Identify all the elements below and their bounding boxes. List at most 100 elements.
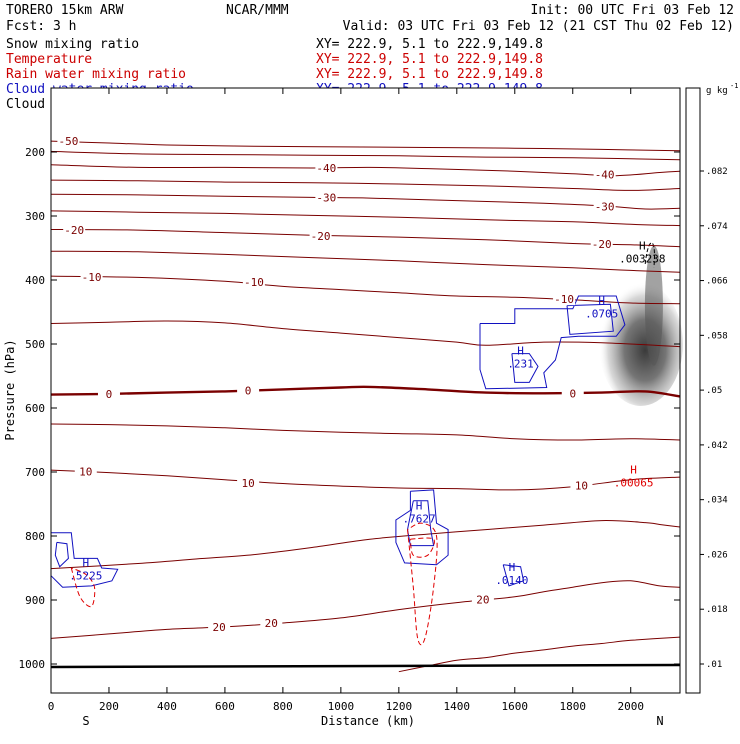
contour-label: -40 xyxy=(316,162,336,175)
contour-label: 20 xyxy=(476,593,489,606)
contour-label-bg xyxy=(97,387,120,400)
rain-contour xyxy=(407,522,438,646)
y-tick-label: 600 xyxy=(25,402,45,415)
temperature-contour xyxy=(398,636,681,673)
contour-label: 10 xyxy=(575,479,588,492)
rain-max-value: .00065 xyxy=(614,477,654,490)
contour-label: -30 xyxy=(316,191,336,204)
x-tick-label: 1200 xyxy=(386,700,413,713)
temperature-contour xyxy=(50,320,681,348)
x-tick-label: 1800 xyxy=(560,700,587,713)
field-name: Temperature xyxy=(6,52,92,67)
temperature-contour xyxy=(50,150,681,161)
cloud-water-max-h: H xyxy=(517,345,524,358)
plot-frame xyxy=(50,87,681,694)
north-label: N xyxy=(656,714,663,728)
ice-contour xyxy=(644,242,655,268)
contour-label: -10 xyxy=(554,293,574,306)
contour-label: 0 xyxy=(569,387,576,400)
cloud-water-max-value: .231 xyxy=(507,358,534,371)
cloud-water-contour xyxy=(54,541,69,568)
y-tick-label: 1000 xyxy=(19,658,46,671)
field-xy-range: XY= 222.9, 5.1 to 222.9,149.8 xyxy=(316,67,543,82)
y-tick-label: 300 xyxy=(25,210,45,223)
temperature-contour xyxy=(50,423,681,441)
ice-shade-column xyxy=(644,245,663,366)
contour-label: 20 xyxy=(265,617,278,630)
rain-max-h: H xyxy=(630,464,637,477)
contour-label-bg xyxy=(57,135,80,148)
temperature-contour xyxy=(50,520,681,570)
x-tick-label: 1600 xyxy=(502,700,529,713)
x-tick-label: 0 xyxy=(48,700,55,713)
contour-label: 20 xyxy=(212,621,225,634)
contour-labels: -50 -40 -40 -30 -30 -20 -20 -20 -10 -10 -10 0 0 0 10 10… xyxy=(57,135,616,634)
x-tick-label: 800 xyxy=(273,700,293,713)
x-axis-label: Distance (km) xyxy=(321,714,415,728)
colorbar-tick-label: .018 xyxy=(706,605,728,615)
contour-label-bg xyxy=(242,275,265,288)
temperature-contour xyxy=(50,140,681,152)
contour-label-bg xyxy=(309,229,332,242)
contour-label-bg xyxy=(553,293,576,306)
ice-shade-core xyxy=(598,282,683,406)
init-time: Init: 00 UTC Fri 03 Feb 12 xyxy=(531,3,735,18)
x-tick-label: 600 xyxy=(215,700,235,713)
contour-label-bg xyxy=(63,224,86,237)
x-tick-label: 2000 xyxy=(617,700,644,713)
contour-label-bg xyxy=(315,191,338,204)
y-tick-label: 200 xyxy=(25,146,45,159)
cloud-water-max-h: H xyxy=(598,295,605,308)
cloud-water-max-h: H xyxy=(509,561,516,574)
y-axis-label: Pressure (hPa) xyxy=(3,339,17,440)
contour-label-bg xyxy=(208,620,231,633)
field-xy-range: XY= 222.9, 5.1 to 222.9,149.8 xyxy=(316,52,543,67)
colorbar-unit-exponent: -1 xyxy=(730,82,738,90)
cloud-ice-shading xyxy=(598,242,683,406)
temperature-contour xyxy=(50,580,681,639)
colorbar-tick-label: .034 xyxy=(706,496,728,506)
temperature-contour xyxy=(50,179,681,191)
cloud-water-max-value: .0705 xyxy=(585,308,618,321)
rain-contour xyxy=(70,567,96,608)
colorbar-unit: g kg xyxy=(706,86,728,96)
contour-label: 0 xyxy=(106,388,113,401)
temperature-contours xyxy=(50,140,681,673)
temperature-contour xyxy=(50,164,681,177)
y-tick-label: 700 xyxy=(25,466,45,479)
cloud-water-contour xyxy=(502,564,525,587)
colorbar-tick-label: .066 xyxy=(706,277,728,287)
forecast-hour: Fcst: 3 h xyxy=(6,19,76,34)
y-tick-label: 800 xyxy=(25,530,45,543)
contour-label-bg xyxy=(237,476,260,489)
y-tick-label: 400 xyxy=(25,274,45,287)
y-tick-label: 500 xyxy=(25,338,45,351)
cloud-water-contour xyxy=(50,532,119,588)
cloud-water-contour xyxy=(395,489,449,566)
cloud-water-contour xyxy=(511,353,539,383)
cloud-water-max-value: .5225 xyxy=(69,569,102,582)
contour-label: -20 xyxy=(311,230,331,243)
contour-label-bg xyxy=(315,162,338,174)
temperature-contour xyxy=(50,193,681,210)
org-label: NCAR/MMM xyxy=(226,3,289,18)
contour-label: -40 xyxy=(595,168,615,181)
contour-label-bg xyxy=(237,384,260,397)
cloud-ice-max-value: .003238 xyxy=(619,253,665,266)
contour-label-bg xyxy=(260,617,283,630)
cloud-water-max-h: H xyxy=(416,500,423,513)
contour-label-bg xyxy=(80,270,103,283)
field-name: Rain water mixing ratio xyxy=(6,67,186,82)
contour-label: -10 xyxy=(82,271,102,284)
plot-background xyxy=(51,88,680,693)
cloud-ice-max-h: H xyxy=(639,240,646,253)
cloud-water-contour xyxy=(566,303,614,335)
cloud-water-contour xyxy=(479,295,626,390)
valid-time: Valid: 03 UTC Fri 03 Feb 12 (21 CST Thu … xyxy=(343,19,734,34)
contour-label: -30 xyxy=(595,200,615,213)
contour-label-bg xyxy=(74,465,97,478)
contour-label-bg xyxy=(561,387,584,400)
cloud-water-max-value: .7627 xyxy=(403,513,436,526)
colorbar-tick-label: .026 xyxy=(706,550,728,560)
